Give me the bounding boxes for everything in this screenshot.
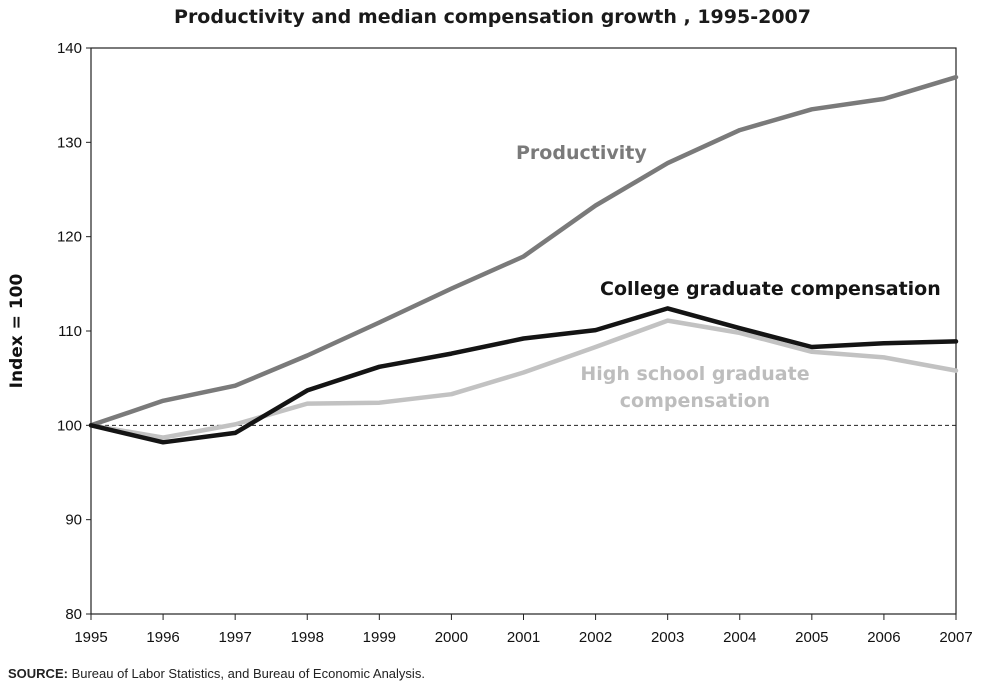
source-prefix: SOURCE:: [8, 666, 68, 681]
plot-frame: [90, 47, 957, 615]
x-tick-label: 1999: [363, 629, 396, 646]
y-tick-label: 80: [65, 606, 82, 623]
productivity-label: Productivity: [516, 142, 647, 164]
y-tick-label: 90: [65, 512, 82, 529]
high-school-label-line1: High school graduate: [580, 363, 809, 385]
y-tick-label: 100: [57, 417, 82, 434]
x-tick-label: 2001: [507, 629, 540, 646]
y-tick-label: 140: [57, 40, 82, 57]
source-note: SOURCE: Bureau of Labor Statistics, and …: [8, 666, 425, 681]
x-tick-label: 2000: [435, 629, 468, 646]
y-axis-label: Index = 100: [7, 274, 27, 389]
college-label: College graduate compensation: [600, 278, 941, 300]
x-tick-label: 1998: [291, 629, 324, 646]
productivity-line: [88, 74, 959, 428]
x-tick-label: 2004: [723, 629, 756, 646]
x-tick-label: 2003: [651, 629, 684, 646]
x-tick-label: 1995: [74, 629, 107, 646]
x-tick-label: 2006: [867, 629, 900, 646]
x-tick-label: 1996: [146, 629, 179, 646]
source-text: Bureau of Labor Statistics, and Bureau o…: [67, 666, 425, 681]
x-tick-label: 2007: [939, 629, 972, 646]
college-graduate-line: [88, 306, 959, 445]
series-lines: [88, 74, 959, 445]
y-axis: 80 90 100 110 120 130 140: [57, 40, 91, 623]
high-school-graduate-line: [88, 318, 959, 440]
y-tick-label: 120: [57, 229, 82, 246]
y-tick-label: 130: [57, 134, 82, 151]
x-tick-label: 1997: [218, 629, 251, 646]
x-axis: 1995 1996 1997 1998 1999 2000 2001 2002 2003 2004…: [74, 614, 973, 646]
y-tick-label: 110: [58, 323, 82, 340]
chart-title: Productivity and median compensation gro…: [174, 6, 811, 28]
x-tick-label: 2005: [795, 629, 828, 646]
x-tick-label: 2002: [579, 629, 612, 646]
high-school-label-line2: compensation: [620, 390, 770, 412]
